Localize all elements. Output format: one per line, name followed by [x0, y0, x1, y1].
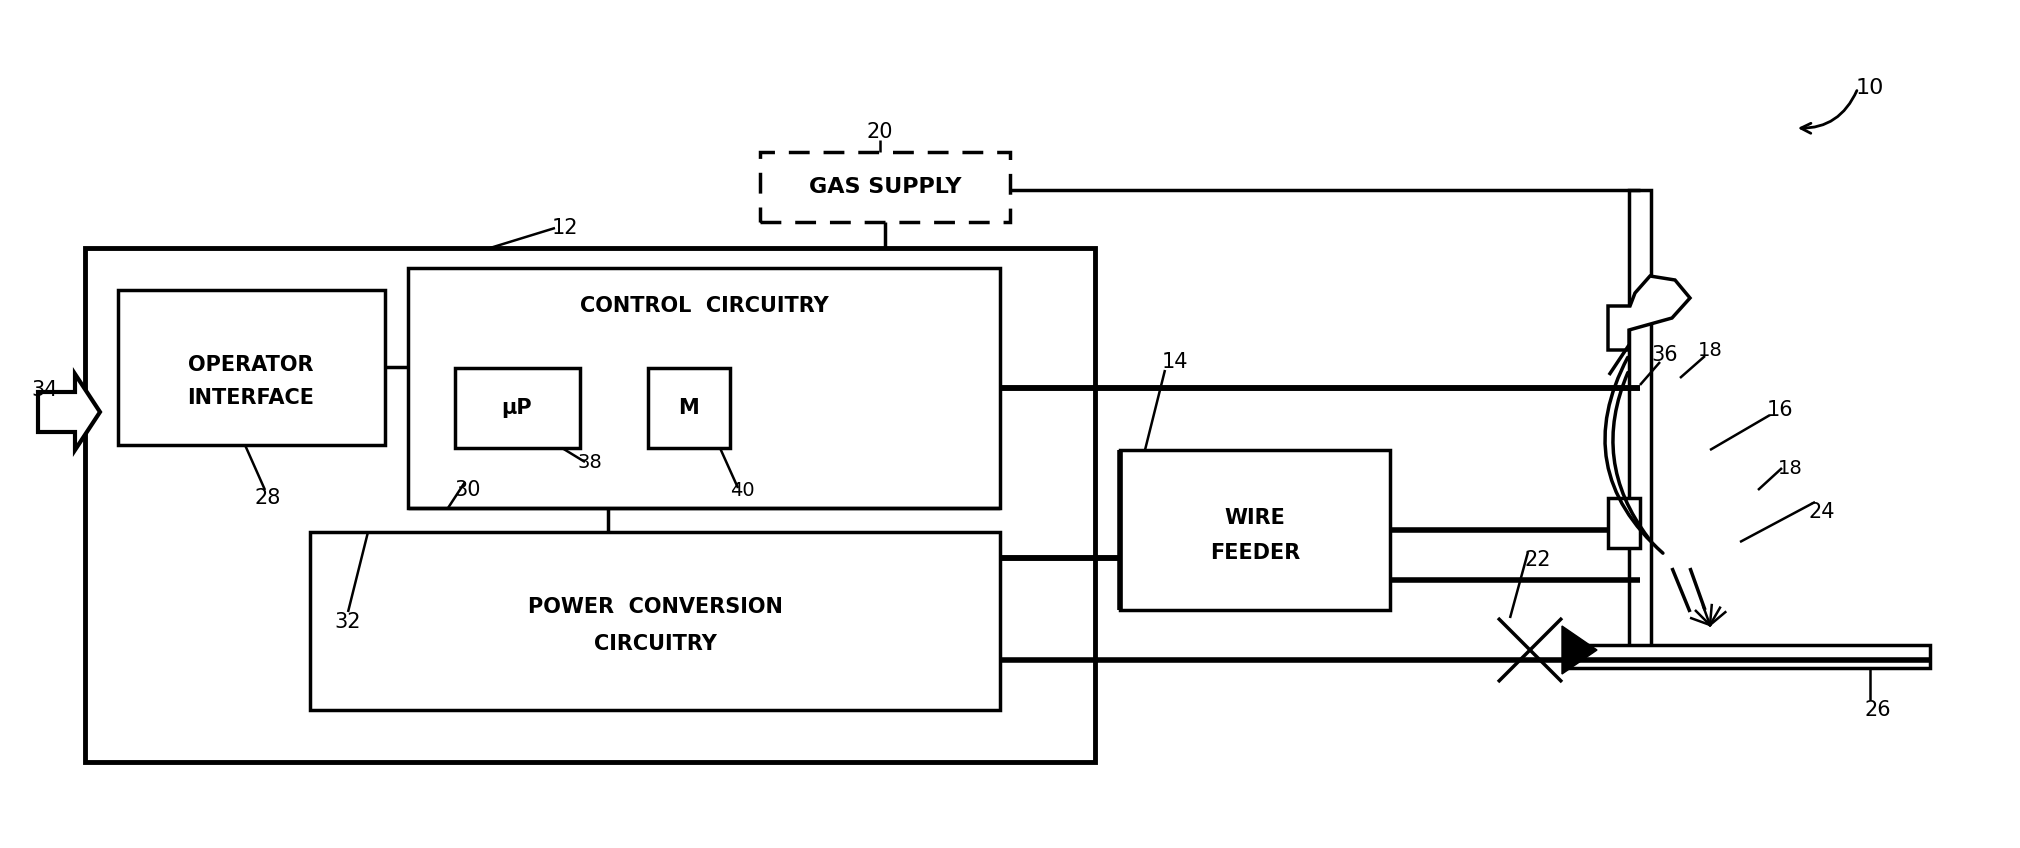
Text: 30: 30 [454, 480, 481, 500]
Text: 36: 36 [1652, 345, 1679, 365]
Bar [85, 248, 1095, 762]
Text: INTERFACE: INTERFACE [188, 388, 315, 408]
Text: 18: 18 [1697, 341, 1723, 360]
Text: 18: 18 [1778, 459, 1802, 477]
Text: 16: 16 [1768, 400, 1794, 420]
Bar [117, 290, 386, 445]
Text: 32: 32 [335, 612, 362, 632]
Bar [648, 368, 729, 448]
Text: 28: 28 [255, 488, 281, 508]
Text: FEEDER: FEEDER [1210, 543, 1301, 563]
Text: GAS SUPPLY: GAS SUPPLY [808, 177, 962, 197]
Text: OPERATOR: OPERATOR [188, 355, 313, 375]
Text: 10: 10 [1856, 78, 1885, 98]
Bar [454, 368, 580, 448]
Polygon shape [1608, 276, 1691, 350]
Bar [1119, 450, 1390, 610]
Polygon shape [38, 374, 101, 450]
Text: CONTROL  CIRCUITRY: CONTROL CIRCUITRY [580, 296, 828, 316]
Text: 20: 20 [867, 122, 893, 142]
Text: 22: 22 [1525, 550, 1551, 570]
Polygon shape [1561, 626, 1598, 674]
Bar [1628, 190, 1650, 660]
Text: 14: 14 [1162, 352, 1188, 372]
Text: 38: 38 [578, 453, 602, 471]
Text: 24: 24 [1808, 502, 1836, 522]
Bar [1608, 498, 1640, 548]
Bar [309, 532, 1000, 710]
Text: CIRCUITRY: CIRCUITRY [594, 634, 717, 654]
Text: μP: μP [501, 398, 533, 418]
Text: POWER  CONVERSION: POWER CONVERSION [527, 597, 782, 617]
Text: 26: 26 [1864, 700, 1891, 720]
Bar [1566, 645, 1929, 668]
Bar [408, 268, 1000, 508]
Text: 40: 40 [729, 481, 753, 499]
Text: M: M [679, 398, 699, 418]
Text: WIRE: WIRE [1224, 508, 1285, 528]
Bar [760, 152, 1010, 222]
Text: 12: 12 [551, 218, 578, 238]
Text: 34: 34 [32, 380, 59, 400]
